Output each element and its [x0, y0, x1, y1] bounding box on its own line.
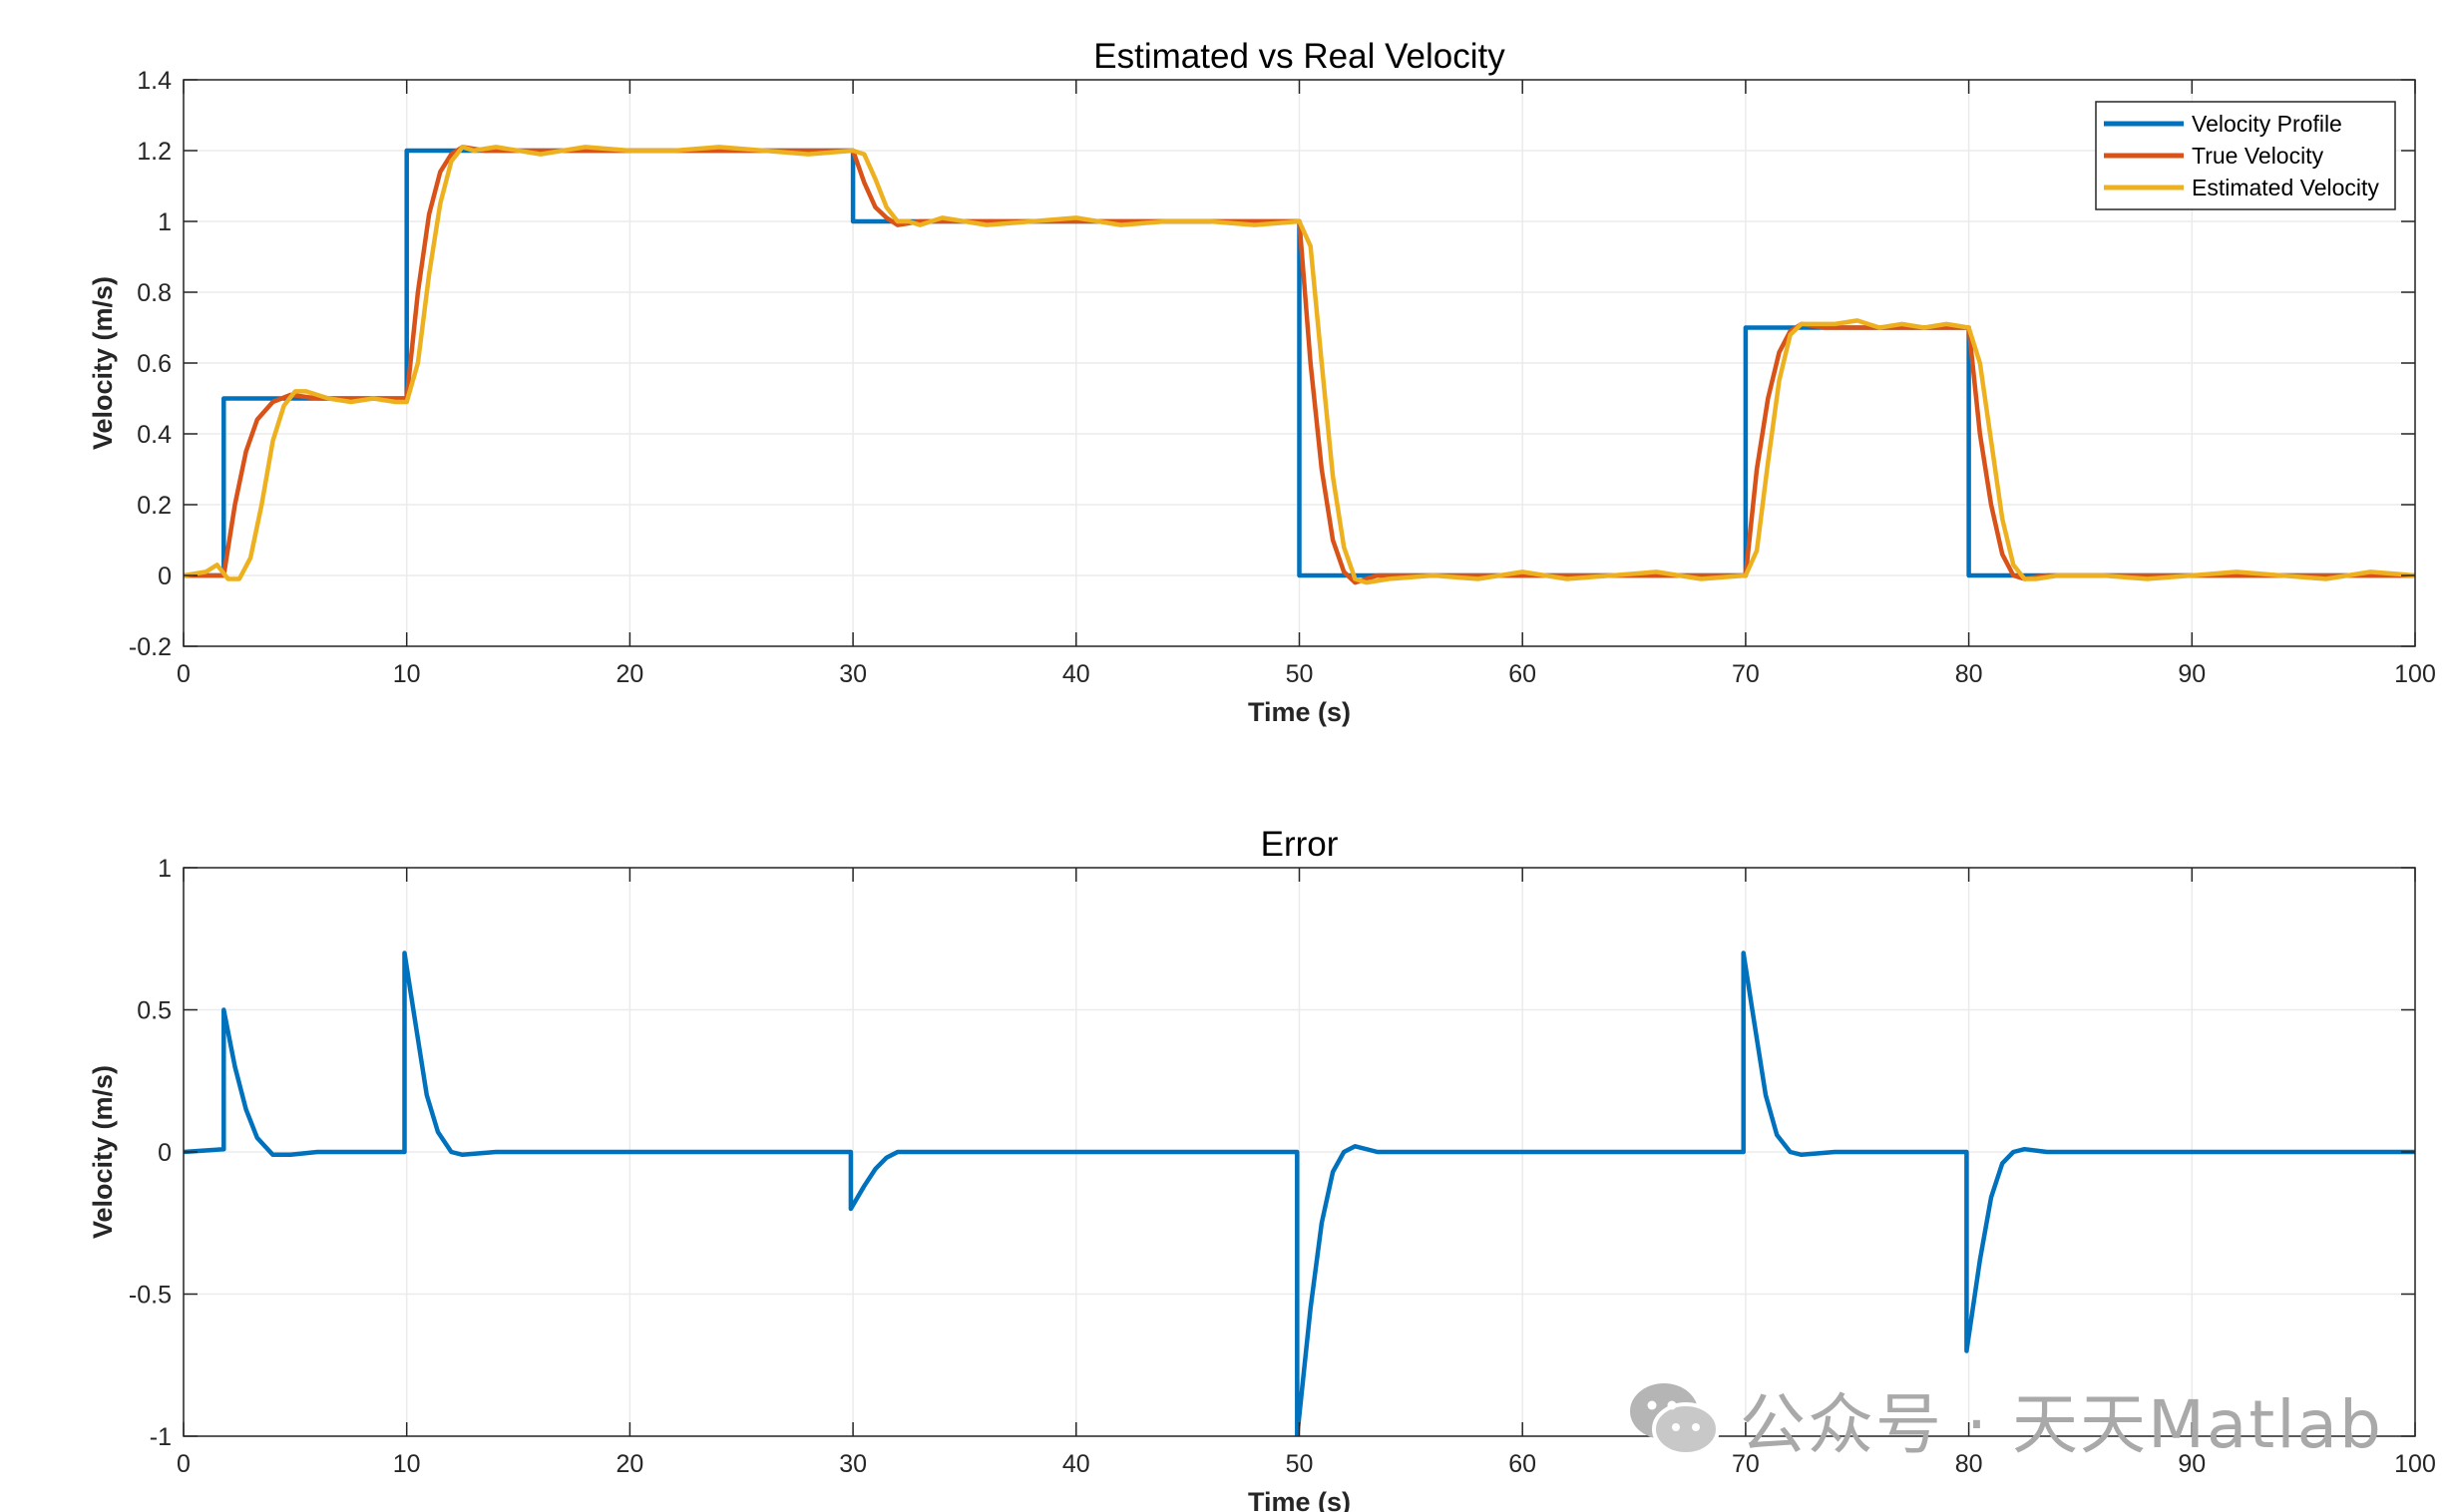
y-tick-label: -0.2 — [129, 633, 172, 661]
y-tick-label: 0 — [158, 1139, 172, 1167]
x-tick-label: 0 — [177, 660, 191, 688]
y-axis-label: Velocity (m/s) — [88, 276, 118, 450]
x-tick-label: 20 — [615, 1450, 643, 1478]
series-line-estimated-velocity — [184, 145, 2415, 585]
y-tick-label: -0.5 — [129, 1282, 172, 1310]
x-tick-label: 50 — [1286, 1450, 1314, 1478]
x-tick-label: 80 — [1955, 660, 1983, 688]
chart-title: Error — [1261, 825, 1339, 864]
x-tick-label: 100 — [2394, 660, 2436, 688]
legend-label: True Velocity — [2192, 143, 2324, 169]
watermark: 公众号 · 天天Matlab — [1626, 1371, 2383, 1467]
y-tick-label: -1 — [150, 1423, 172, 1451]
x-tick-label: 80 — [1955, 1450, 1983, 1478]
x-axis-label: Time (s) — [1248, 697, 1351, 727]
x-tick-label: 90 — [2178, 660, 2206, 688]
x-tick-label: 70 — [1732, 660, 1760, 688]
y-axis-label: Velocity (m/s) — [88, 1065, 118, 1239]
x-tick-label: 20 — [615, 660, 643, 688]
watermark-text: 公众号 · 天天Matlab — [1740, 1386, 2383, 1463]
y-tick-label: 0.2 — [137, 492, 172, 520]
x-tick-label: 90 — [2178, 1450, 2206, 1478]
legend-label: Velocity Profile — [2192, 111, 2342, 137]
y-tick-label: 1.4 — [137, 67, 172, 95]
y-tick-label: 0.5 — [137, 997, 172, 1025]
chart-title: Estimated vs Real Velocity — [1093, 37, 1505, 76]
y-tick-label: 1 — [158, 855, 172, 883]
series-group — [184, 145, 2415, 585]
y-tick-label: 0.4 — [137, 421, 172, 449]
x-tick-label: 40 — [1062, 1450, 1090, 1478]
x-tick-label: 60 — [1508, 1450, 1536, 1478]
series-line-error — [184, 950, 2415, 1436]
y-tick-label: 0 — [158, 563, 172, 590]
y-tick-label: 1.2 — [137, 138, 172, 166]
chart-error: 0 10 20 30 40 50 60 70 80 90 100 -1 -0.5 0 0.5 1 Error Ti… — [88, 825, 2436, 1512]
x-tick-label: 30 — [839, 1450, 867, 1478]
x-tick-label: 10 — [393, 1450, 421, 1478]
y-tick-label: 1 — [158, 208, 172, 236]
wechat-icon — [1630, 1383, 1720, 1456]
x-tick-label: 40 — [1062, 660, 1090, 688]
x-tick-label: 70 — [1732, 1450, 1760, 1478]
chart-estimated-vs-real-velocity: 0 10 20 30 40 50 60 70 80 90 100-0.200.20.40.60.81… — [88, 37, 2436, 727]
x-tick-label: 0 — [177, 1450, 191, 1478]
x-tick-label: 10 — [393, 660, 421, 688]
y-tick-label: 0.8 — [137, 279, 172, 307]
legend: Velocity Profile True Velocity Estimated V… — [2095, 101, 2396, 210]
x-tick-label: 50 — [1286, 660, 1314, 688]
x-axis-label: Time (s) — [1248, 1487, 1351, 1512]
x-tick-label: 30 — [839, 660, 867, 688]
x-tick-label: 100 — [2394, 1450, 2436, 1478]
series-group — [184, 950, 2415, 1436]
x-tick-label: 60 — [1508, 660, 1536, 688]
y-tick-label: 0.6 — [137, 350, 172, 378]
legend-label: Estimated Velocity — [2192, 175, 2379, 200]
